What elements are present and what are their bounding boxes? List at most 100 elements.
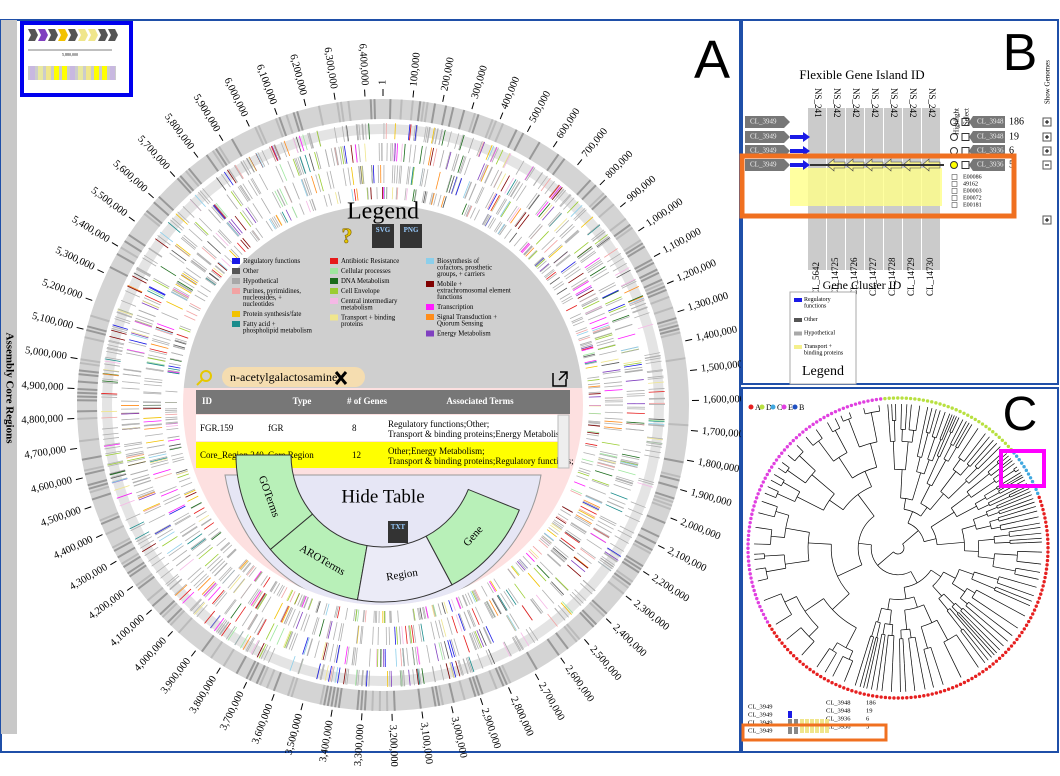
genome-box[interactable]	[952, 189, 957, 194]
genome-dot[interactable]	[951, 686, 954, 689]
genome-dot[interactable]	[1046, 555, 1049, 558]
genome-dot[interactable]	[746, 542, 749, 545]
genome-dot[interactable]	[766, 620, 769, 623]
genome-dot[interactable]	[842, 686, 845, 689]
genome-dot[interactable]	[918, 695, 921, 698]
genome-dot[interactable]	[914, 695, 917, 698]
genome-dot[interactable]	[1020, 631, 1023, 634]
genome-dot[interactable]	[858, 691, 861, 694]
genome-dot[interactable]	[998, 657, 1001, 660]
genome-dot[interactable]	[994, 433, 997, 436]
genome-dot[interactable]	[943, 689, 946, 692]
genome-dot[interactable]	[939, 690, 942, 693]
genome-dot[interactable]	[1041, 508, 1044, 511]
genome-dot[interactable]	[1027, 620, 1030, 623]
genome-dot[interactable]	[896, 396, 899, 399]
genome-dot[interactable]	[991, 430, 994, 433]
genome-dot[interactable]	[747, 555, 750, 558]
genome-dot[interactable]	[1040, 504, 1043, 507]
genome-dot[interactable]	[947, 687, 950, 690]
genome-dot[interactable]	[755, 496, 758, 499]
genome-dot[interactable]	[1046, 559, 1049, 562]
genome-dot[interactable]	[749, 517, 752, 520]
genome-dot[interactable]	[826, 414, 829, 417]
genome-dot[interactable]	[770, 465, 773, 468]
genome-dot[interactable]	[748, 568, 751, 571]
genome-dot[interactable]	[974, 675, 977, 678]
genome-dot[interactable]	[798, 433, 801, 436]
genome-dot[interactable]	[854, 402, 857, 405]
genome-dot[interactable]	[1001, 439, 1004, 442]
genome-dot[interactable]	[823, 677, 826, 680]
genome-dot[interactable]	[1042, 512, 1045, 515]
genome-dot[interactable]	[875, 398, 878, 401]
genome-dot[interactable]	[775, 458, 778, 461]
genome-box[interactable]	[952, 203, 957, 208]
genome-dot[interactable]	[760, 609, 763, 612]
hide-table[interactable]: Hide Table	[341, 486, 424, 507]
genome-dot[interactable]	[802, 663, 805, 666]
genome-dot[interactable]	[756, 492, 759, 495]
genome-dot[interactable]	[1038, 596, 1041, 599]
genome-dot[interactable]	[858, 401, 861, 404]
genome-dot[interactable]	[1029, 476, 1032, 479]
genome-dot[interactable]	[789, 442, 792, 445]
genome-dot[interactable]	[866, 399, 869, 402]
genome-dot[interactable]	[762, 480, 765, 483]
genome-dot[interactable]	[981, 670, 984, 673]
genome-dot[interactable]	[888, 696, 891, 699]
cluster-id[interactable]: CL_14730	[925, 257, 935, 296]
genome-dot[interactable]	[1018, 458, 1021, 461]
genome-dot[interactable]	[764, 617, 767, 620]
genome-dot[interactable]	[805, 428, 808, 431]
genome-dot[interactable]	[959, 683, 962, 686]
genome-dot[interactable]	[783, 448, 786, 451]
genome-dot[interactable]	[934, 401, 937, 404]
genome-dot[interactable]	[830, 412, 833, 415]
genome-dot[interactable]	[815, 420, 818, 423]
genome-dot[interactable]	[946, 405, 949, 408]
genome-dot[interactable]	[1039, 500, 1042, 503]
genome-dot[interactable]	[1043, 516, 1046, 519]
genome-dot[interactable]	[1015, 455, 1018, 458]
genome-dot[interactable]	[822, 416, 825, 419]
help-button[interactable]: ?	[342, 223, 353, 248]
genome-dot[interactable]	[752, 504, 755, 507]
genome-dot[interactable]	[974, 418, 977, 421]
genome-dot[interactable]	[1037, 496, 1040, 499]
genome-dot[interactable]	[798, 660, 801, 663]
genome-dot[interactable]	[812, 670, 815, 673]
genome-dot[interactable]	[1029, 616, 1032, 619]
genome-dot[interactable]	[1039, 592, 1042, 595]
genome-dot[interactable]	[1045, 525, 1048, 528]
genome-dot[interactable]	[850, 404, 853, 407]
genome-dot[interactable]	[884, 696, 887, 699]
genome-dot[interactable]	[1044, 520, 1047, 523]
genome-dot[interactable]	[792, 654, 795, 657]
genome-dot[interactable]	[770, 628, 773, 631]
cluster-id[interactable]: CL_5642	[811, 262, 821, 296]
genome-dot[interactable]	[1035, 604, 1038, 607]
genome-dot[interactable]	[846, 688, 849, 691]
genome-dot[interactable]	[819, 675, 822, 678]
genome-dot[interactable]	[746, 551, 749, 554]
genome-box[interactable]	[952, 182, 957, 187]
genome-dot[interactable]	[922, 694, 925, 697]
genome-dot[interactable]	[846, 405, 849, 408]
genome-dot[interactable]	[930, 400, 933, 403]
genome-dot[interactable]	[749, 576, 752, 579]
genome-dot[interactable]	[900, 396, 903, 399]
genome-dot[interactable]	[780, 641, 783, 644]
genome-dot[interactable]	[909, 397, 912, 400]
genome-dot[interactable]	[1042, 580, 1045, 583]
genome-dot[interactable]	[757, 601, 760, 604]
genome-dot[interactable]	[777, 455, 780, 458]
genome-dot[interactable]	[1046, 542, 1049, 545]
genome-dot[interactable]	[1033, 608, 1036, 611]
genome-dot[interactable]	[942, 404, 945, 407]
select-box[interactable]	[962, 148, 969, 155]
genome-dot[interactable]	[988, 665, 991, 668]
genome-dot[interactable]	[926, 693, 929, 696]
genome-dot[interactable]	[1007, 648, 1010, 651]
genome-dot[interactable]	[760, 484, 763, 487]
